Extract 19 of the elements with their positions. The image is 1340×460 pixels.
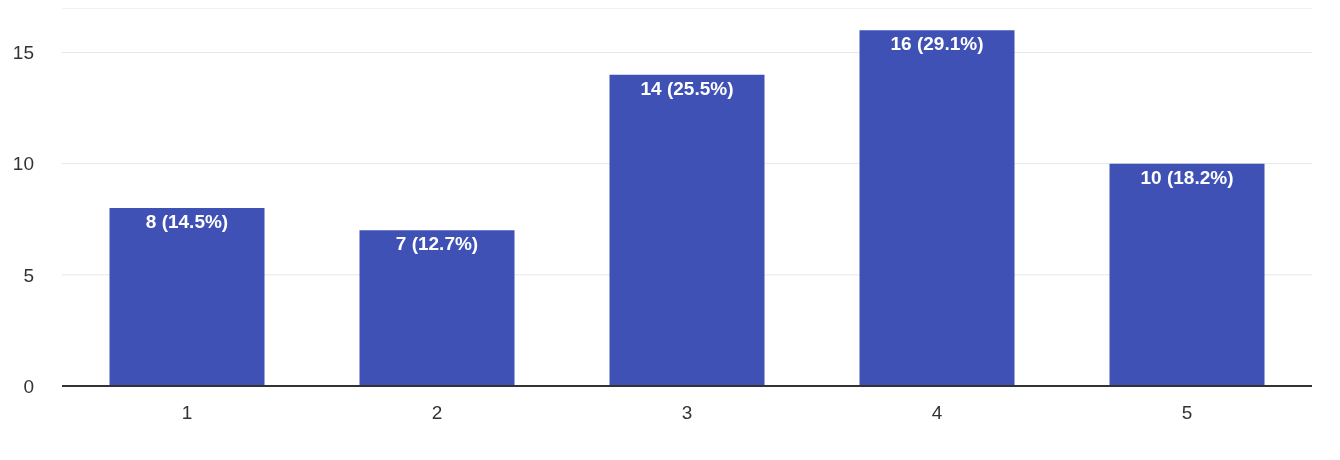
x-tick-label: 3 [681, 402, 693, 424]
data-label: 8 (14.5%) [145, 211, 229, 233]
x-tick-label: 4 [931, 402, 943, 424]
data-label: 14 (25.5%) [640, 77, 734, 99]
bar [359, 230, 515, 386]
bar [1109, 163, 1265, 386]
data-label: 10 (18.2%) [1140, 166, 1234, 188]
y-tick-label: 15 [12, 42, 34, 64]
data-label: 7 (12.7%) [395, 233, 479, 255]
y-tick-label: 0 [23, 375, 34, 397]
x-tick-label: 2 [431, 402, 443, 424]
x-tick-label: 5 [1181, 402, 1193, 424]
data-label: 16 (29.1%) [890, 33, 984, 55]
bar [609, 74, 765, 386]
bar [109, 208, 265, 386]
y-tick-label: 5 [23, 264, 34, 286]
y-tick-label: 10 [12, 153, 34, 175]
x-tick-label: 1 [181, 402, 193, 424]
bar [859, 30, 1015, 386]
